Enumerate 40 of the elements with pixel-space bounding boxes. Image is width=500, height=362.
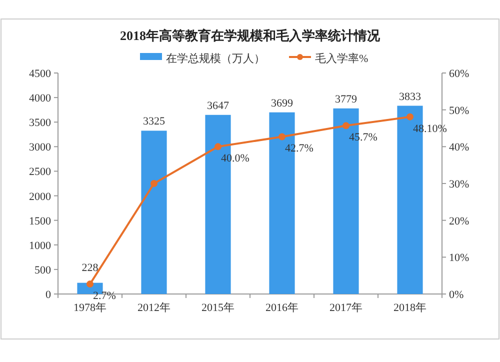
data-label: 228	[82, 262, 99, 274]
data-label: 3779	[335, 93, 358, 106]
data-label: 3647	[207, 100, 230, 112]
x-tick-label: 2016年	[266, 302, 298, 314]
y-tick-label: 3500	[29, 117, 52, 130]
y2-tick-label: 0%	[449, 289, 464, 301]
y-tick-label: 2000	[29, 190, 52, 203]
data-label: 2.7%	[93, 290, 116, 302]
y-tick-label: 0	[46, 289, 52, 301]
point	[86, 280, 94, 288]
y-tick-label: 500	[34, 264, 52, 276]
legend-label: 毛入学率%	[315, 52, 368, 65]
y2-tick-label: 50%	[449, 104, 470, 117]
bar	[141, 130, 167, 294]
y-tick-label: 1500	[29, 215, 52, 228]
point	[150, 180, 158, 187]
x-tick-label: 1978年	[74, 302, 106, 314]
point	[278, 133, 286, 140]
y2-tick-label: 60%	[449, 68, 470, 80]
data-label: 3699	[271, 97, 294, 110]
y2-tick-label: 20%	[449, 215, 470, 228]
chart-title: 2018年高等教育在学规模和毛入学率统计情况	[120, 28, 381, 43]
y-tick-label: 1000	[29, 240, 52, 252]
y2-tick-label: 30%	[449, 178, 470, 190]
y-tick-label: 4000	[29, 92, 52, 105]
x-tick-label: 2017年	[330, 302, 362, 314]
y-tick-label: 3000	[29, 142, 52, 154]
x-tick-label: 2015年	[202, 302, 234, 314]
point	[214, 143, 222, 150]
y-tick-label: 2500	[29, 166, 52, 178]
y-tick-label: 4500	[29, 68, 52, 80]
point	[342, 122, 350, 130]
x-tick-label: 2018年	[394, 302, 426, 314]
data-label: 3833	[399, 90, 422, 103]
y2-tick-label: 10%	[449, 252, 470, 264]
data-label: 3325	[143, 116, 166, 128]
point	[406, 113, 414, 120]
y2-tick-label: 40%	[449, 142, 470, 154]
x-tick-label: 2012年	[138, 302, 170, 314]
legend-label: 在学总规模（万人）	[166, 52, 265, 65]
